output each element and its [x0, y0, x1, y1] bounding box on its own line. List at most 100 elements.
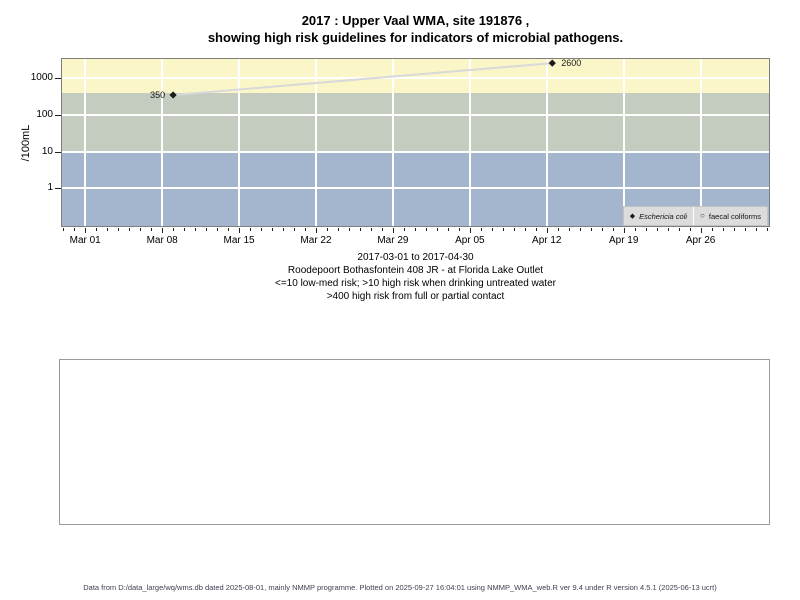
x-axis-minor-tick: [250, 228, 252, 231]
footer-caption: Data from D:/data_large/wq/wms.db dated …: [83, 583, 717, 592]
empty-placeholder-box: [59, 359, 770, 525]
data-series-layer: [169, 59, 556, 99]
chart-title-line1: 2017 : Upper Vaal WMA, site 191876 ,: [301, 13, 530, 28]
x-tick-label: Mar 29: [377, 235, 409, 246]
y-gridline: [61, 187, 770, 190]
x-axis-minor-tick: [326, 228, 328, 231]
x-axis-minor-tick: [272, 228, 274, 231]
chart-title-line2: showing high risk guidelines for indicat…: [207, 30, 624, 45]
y-tick-label: 10: [41, 145, 53, 157]
data-point-label: 2600: [561, 58, 582, 68]
y-tick-label: 1: [47, 182, 53, 194]
y-tick-label: 1000: [30, 72, 53, 84]
x-axis-minor-tick: [766, 228, 768, 231]
x-axis-minor-tick: [184, 228, 186, 231]
x-axis-minor-tick: [414, 228, 416, 231]
y-axis-tick: [55, 114, 61, 116]
data-point-label: 350: [150, 89, 166, 100]
x-axis-minor-tick: [612, 228, 614, 231]
x-axis-major-tick: [546, 228, 548, 233]
subtitle-risk-note-drinking: <=10 low-med risk; >10 high risk when dr…: [275, 278, 556, 289]
y-gridline: [61, 150, 770, 153]
x-axis-minor-tick: [348, 228, 350, 231]
x-axis-minor-tick: [151, 228, 153, 231]
x-axis-minor-tick: [634, 228, 636, 231]
x-axis-minor-tick: [337, 228, 339, 231]
x-tick-label: Mar 01: [69, 235, 101, 246]
x-axis-minor-tick: [755, 228, 757, 231]
x-gridline: [314, 58, 317, 227]
x-gridline: [161, 58, 164, 227]
x-axis-minor-tick: [359, 228, 361, 231]
subtitle-date-range: 2017-03-01 to 2017-04-30: [357, 252, 474, 263]
x-axis-major-tick: [700, 228, 702, 233]
x-axis-minor-tick: [173, 228, 175, 231]
x-axis-minor-tick: [733, 228, 735, 231]
y-axis-tick: [55, 188, 61, 190]
x-gridline: [468, 58, 471, 227]
x-axis-minor-tick: [195, 228, 197, 231]
x-axis-minor-tick: [140, 228, 142, 231]
x-axis-minor-tick: [283, 228, 285, 231]
legend-item-faecal-coliforms: ○ faecal coliforms: [694, 207, 767, 225]
legend-label-faecal-coliforms: faecal coliforms: [708, 211, 761, 221]
x-axis-major-tick: [623, 228, 625, 233]
x-gridline: [622, 58, 625, 227]
x-axis-minor-tick: [513, 228, 515, 231]
chart-title: 2017 : Upper Vaal WMA, site 191876 , sho…: [61, 12, 770, 46]
x-axis-minor-tick: [129, 228, 131, 231]
x-axis-minor-tick: [590, 228, 592, 231]
x-axis-minor-tick: [294, 228, 295, 231]
x-axis-major-tick: [162, 228, 164, 233]
x-tick-label: Apr 12: [532, 235, 562, 246]
x-axis-minor-tick: [689, 228, 691, 231]
x-gridline: [84, 58, 87, 227]
x-gridline: [699, 58, 702, 227]
y-gridline: [61, 113, 770, 116]
x-axis-minor-tick: [535, 228, 537, 231]
x-axis-major-tick: [469, 228, 471, 233]
x-axis-minor-tick: [447, 228, 449, 231]
x-tick-label: Mar 08: [146, 235, 178, 246]
y-axis-tick: [55, 151, 61, 153]
x-axis-minor-tick: [711, 228, 713, 231]
x-tick-label: Apr 19: [608, 235, 639, 246]
x-axis-minor-tick: [480, 228, 482, 231]
x-axis-minor-tick: [502, 228, 504, 231]
x-axis-minor-tick: [436, 228, 438, 231]
legend-item-ecoli: ◆ Eschericia coli: [623, 207, 694, 225]
x-gridline: [391, 58, 394, 227]
x-axis-minor-tick: [107, 228, 109, 231]
x-axis-minor-tick: [656, 228, 658, 231]
x-axis-minor-tick: [206, 228, 208, 231]
x-axis-major-tick: [315, 228, 317, 233]
legend: ◆ Eschericia coli ○ faecal coliforms: [622, 206, 768, 226]
x-axis-major-tick: [392, 228, 394, 233]
subtitle-site-description: Roodepoort Bothasfontein 408 JR - at Flo…: [287, 265, 544, 276]
x-axis-minor-tick: [744, 228, 746, 231]
y-axis-tick: [55, 78, 61, 80]
x-axis-major-tick: [85, 228, 87, 233]
x-axis-minor-tick: [228, 228, 230, 231]
x-axis-minor-tick: [217, 228, 219, 231]
subtitle-risk-note-contact: >400 high risk from full or partial cont…: [326, 291, 505, 302]
x-axis-minor-tick: [96, 228, 98, 231]
x-axis-major-tick: [239, 228, 241, 233]
x-axis-minor-tick: [381, 228, 383, 231]
plot-area: ◆ Eschericia coli ○ faecal coliforms 350…: [61, 58, 770, 227]
filled-diamond-icon: ◆: [629, 212, 636, 220]
x-axis-minor-tick: [403, 228, 405, 231]
x-axis-minor-tick: [63, 228, 65, 231]
x-gridline: [238, 58, 241, 227]
x-axis-minor-tick: [568, 228, 570, 231]
x-axis-minor-tick: [722, 228, 724, 231]
x-axis-minor-tick: [458, 228, 460, 231]
x-axis-minor-tick: [491, 228, 493, 231]
x-axis-minor-tick: [305, 228, 306, 231]
data-point-marker: [169, 91, 177, 99]
x-axis-minor-tick: [557, 228, 559, 231]
x-axis-minor-tick: [118, 228, 120, 231]
x-axis-minor-tick: [667, 228, 669, 231]
x-axis-minor-tick: [601, 228, 603, 231]
